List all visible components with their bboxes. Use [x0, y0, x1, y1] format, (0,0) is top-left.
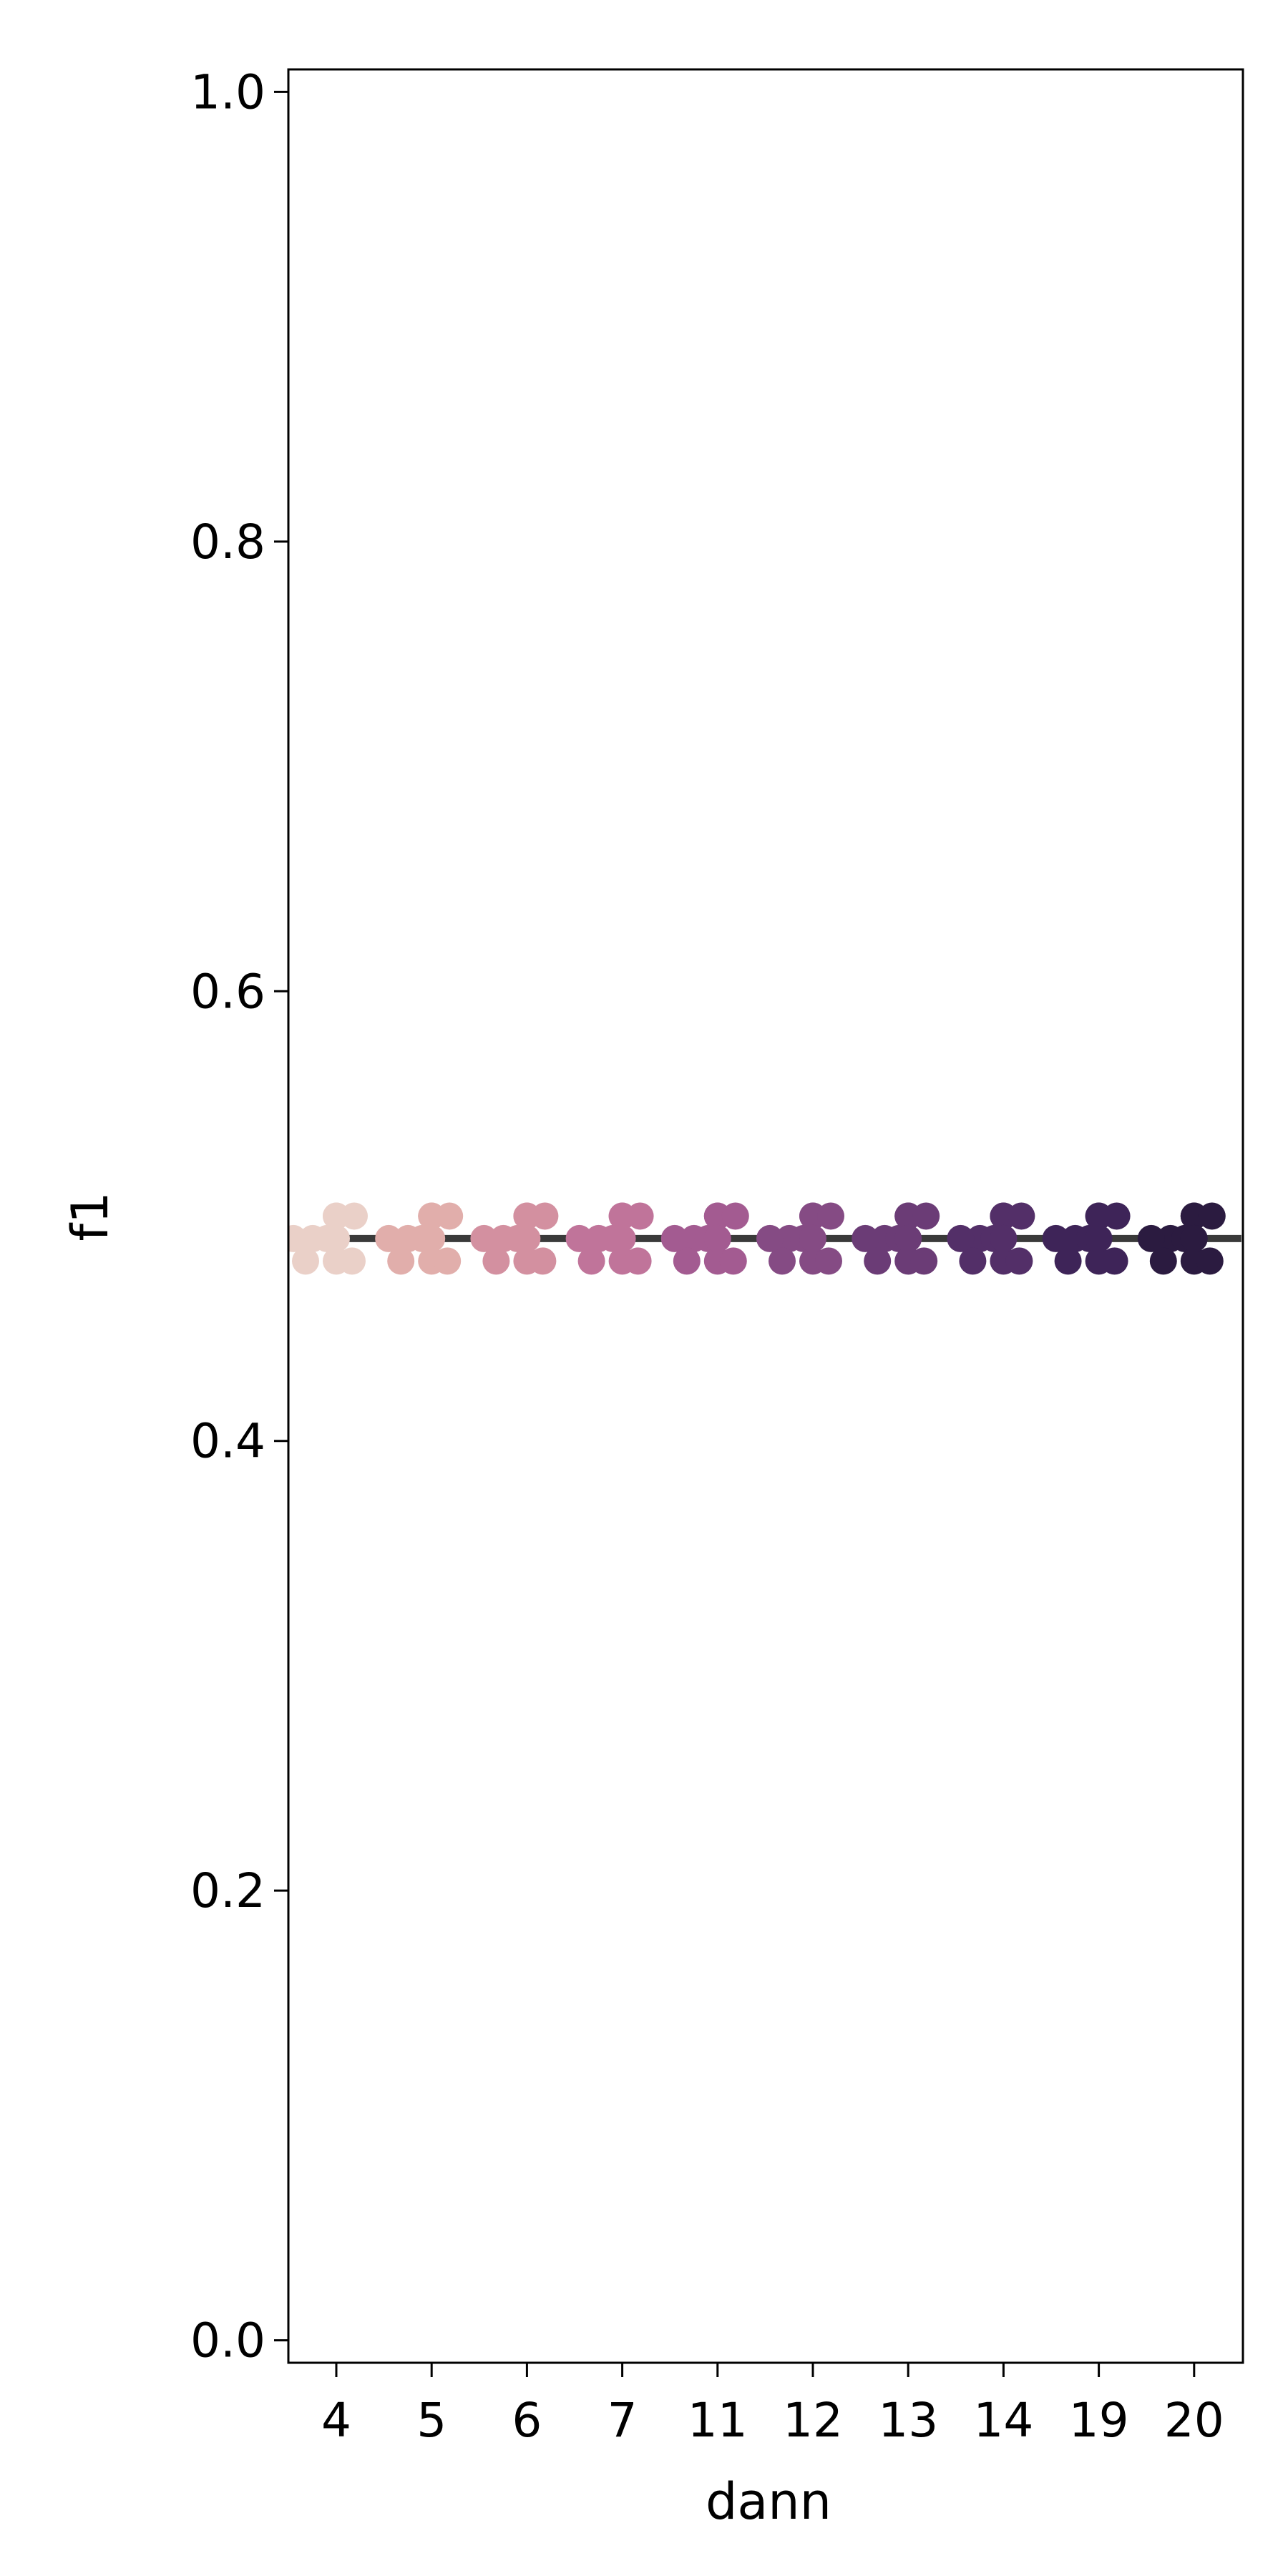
x-tick-label: 12 — [783, 2393, 843, 2448]
data-point — [1196, 1247, 1224, 1275]
data-point — [1101, 1247, 1128, 1275]
data-points — [288, 1202, 1226, 1275]
x-tick-label: 19 — [1069, 2393, 1129, 2448]
data-point — [624, 1247, 652, 1275]
x-axis-title: dann — [706, 2472, 831, 2531]
data-point — [608, 1224, 636, 1252]
data-point — [660, 1224, 688, 1252]
data-point — [626, 1202, 654, 1230]
x-tick-label: 5 — [416, 2393, 447, 2448]
data-point — [769, 1247, 796, 1275]
data-point — [1137, 1224, 1165, 1252]
data-point — [1008, 1202, 1035, 1230]
data-point — [756, 1224, 784, 1252]
data-point — [721, 1202, 749, 1230]
x-axis: 4 5 6 7 11 12 13 14 19 20 — [321, 2363, 1224, 2448]
data-point — [1103, 1202, 1131, 1230]
data-point — [1005, 1247, 1033, 1275]
y-tick-label: 0.6 — [190, 964, 265, 1019]
data-point — [894, 1224, 922, 1252]
data-point — [531, 1202, 559, 1230]
y-tick-label: 0.4 — [190, 1414, 265, 1469]
data-point — [482, 1247, 510, 1275]
data-point — [292, 1247, 319, 1275]
x-tick-label: 14 — [973, 2393, 1033, 2448]
data-point — [815, 1247, 842, 1275]
data-point — [436, 1202, 464, 1230]
data-point — [817, 1202, 844, 1230]
data-point — [288, 1224, 307, 1252]
data-point — [1198, 1202, 1226, 1230]
data-point — [703, 1224, 731, 1252]
y-tick-label: 1.0 — [190, 64, 265, 119]
data-point — [799, 1224, 826, 1252]
y-tick-label: 0.2 — [190, 1863, 265, 1918]
data-point — [673, 1247, 701, 1275]
data-point — [1149, 1247, 1177, 1275]
data-point — [470, 1224, 498, 1252]
x-tick-label: 20 — [1164, 2393, 1224, 2448]
plot-frame — [287, 68, 1244, 2364]
data-point — [338, 1247, 366, 1275]
data-point — [912, 1202, 940, 1230]
data-point — [910, 1247, 938, 1275]
x-tick-label: 13 — [878, 2393, 938, 2448]
data-point — [1042, 1224, 1070, 1252]
data-point — [323, 1224, 350, 1252]
y-tick-label: 0.0 — [190, 2313, 265, 2368]
x-tick-label: 4 — [321, 2393, 351, 2448]
data-point — [434, 1247, 462, 1275]
y-axis-title: f1 — [61, 1191, 119, 1241]
data-point — [852, 1224, 879, 1252]
data-point — [387, 1247, 415, 1275]
x-tick-label: 11 — [688, 2393, 748, 2448]
data-point — [1054, 1247, 1082, 1275]
data-point — [375, 1224, 403, 1252]
data-point — [418, 1224, 446, 1252]
data-point — [341, 1202, 368, 1230]
x-tick-label: 6 — [512, 2393, 542, 2448]
data-point — [1085, 1224, 1113, 1252]
y-axis: 0.0 0.2 0.4 0.6 0.8 1.0 — [190, 64, 288, 2368]
data-point — [1180, 1224, 1208, 1252]
data-point — [513, 1224, 541, 1252]
y-tick-label: 0.8 — [190, 514, 265, 570]
data-point — [719, 1247, 747, 1275]
data-point — [990, 1224, 1018, 1252]
data-point — [577, 1247, 605, 1275]
data-point — [959, 1247, 987, 1275]
data-point — [565, 1224, 593, 1252]
data-point — [864, 1247, 892, 1275]
data-point — [529, 1247, 557, 1275]
x-tick-label: 7 — [608, 2393, 638, 2448]
data-point — [947, 1224, 975, 1252]
